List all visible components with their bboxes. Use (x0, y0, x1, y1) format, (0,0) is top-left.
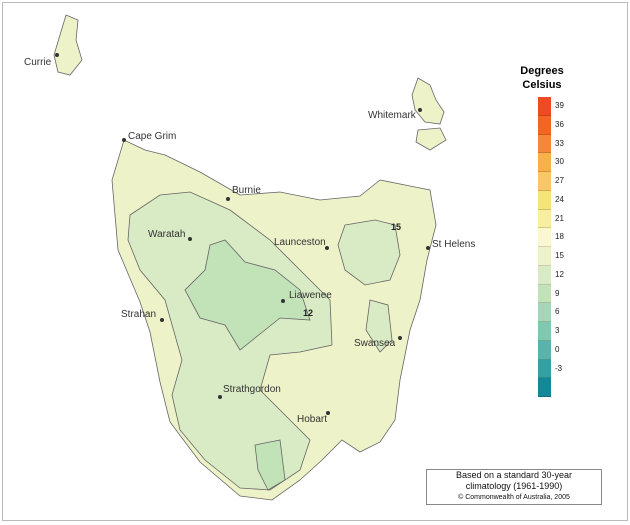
copyright: © Commonwealth of Australia, 2005 (458, 494, 570, 501)
launceston-dot (325, 246, 329, 250)
zone-12-15-ne (337, 219, 401, 286)
legend-tick: 30 (555, 157, 564, 167)
legend-tick: 36 (555, 119, 564, 129)
legend-swatch (538, 378, 551, 397)
king-island (53, 14, 83, 76)
legend-tick: 18 (555, 232, 564, 242)
contour-label: 15 (391, 222, 402, 232)
hobart-dot (326, 411, 330, 415)
flinders-island (411, 77, 445, 125)
note-line: Based on a standard 30-year (455, 470, 573, 480)
liawenee-dot (281, 299, 285, 303)
legend-swatch (538, 247, 551, 266)
legend-tick: 27 (555, 176, 564, 185)
place-label: Whitemark (368, 110, 416, 121)
cape-barren-island (415, 127, 447, 151)
legend-title-line: Degrees (520, 65, 564, 77)
legend-tick: 0 (555, 344, 560, 354)
legend-swatch (538, 190, 551, 210)
zone-12-15-e (365, 299, 393, 353)
place-label: Hobart (297, 414, 328, 425)
currie-dot (55, 53, 59, 57)
place-label: Swansea (354, 338, 396, 349)
place-label: St Helens (432, 239, 476, 250)
legend-tick: 33 (555, 138, 564, 148)
legend-tick: 21 (555, 213, 564, 223)
legend-tick: 24 (555, 194, 564, 204)
legend-tick: 3 (555, 326, 560, 335)
legend-swatch (538, 359, 551, 379)
place-label: Cape Grim (128, 131, 177, 142)
legend-swatch (538, 303, 551, 322)
legend-tick: 15 (555, 251, 564, 260)
place-label: Strathgordon (223, 384, 281, 395)
legend-swatch (538, 153, 551, 172)
legend-swatch (538, 340, 551, 360)
place-label: Liawenee (289, 290, 332, 301)
legend-swatch (538, 322, 551, 341)
strahan-dot (160, 318, 164, 322)
climatology-note: Based on a standard 30-year climatology … (426, 469, 602, 505)
contour-label: 12 (303, 308, 314, 318)
legend-swatch (538, 265, 551, 285)
swansea-dot (398, 336, 402, 340)
place-label: Launceston (274, 237, 326, 248)
legend-swatch (538, 284, 551, 304)
place-label: Strahan (121, 309, 157, 320)
legend-tick: 39 (555, 101, 564, 110)
legend-tick: 9 (555, 288, 560, 298)
zone-9-12 (184, 239, 311, 351)
legend-title-line: Celsius (522, 79, 562, 91)
waratah-dot (188, 237, 192, 241)
zone-12-15 (127, 191, 333, 491)
burnie-dot (226, 197, 230, 201)
legend-tick: 12 (555, 269, 564, 279)
legend-tick: -3 (555, 363, 563, 373)
note-line: climatology (1961-1990) (465, 481, 563, 491)
strathgordon-dot (218, 395, 222, 399)
zone-9-12-s (254, 439, 286, 491)
place-label: Currie (24, 57, 52, 68)
legend-title: Degrees Celsius (512, 64, 572, 92)
legend-swatch (538, 115, 551, 135)
legend-swatch (538, 228, 551, 247)
st-helens-dot (426, 246, 430, 250)
legend-swatch (538, 209, 551, 229)
cape-grim-dot (122, 138, 126, 142)
place-label: Waratah (148, 229, 186, 240)
legend-swatch (538, 134, 551, 154)
whitemark-dot (418, 108, 422, 112)
legend-swatch (538, 172, 551, 191)
place-label: Burnie (232, 185, 261, 196)
legend-tick: 6 (555, 307, 560, 317)
legend-swatch (538, 97, 551, 116)
